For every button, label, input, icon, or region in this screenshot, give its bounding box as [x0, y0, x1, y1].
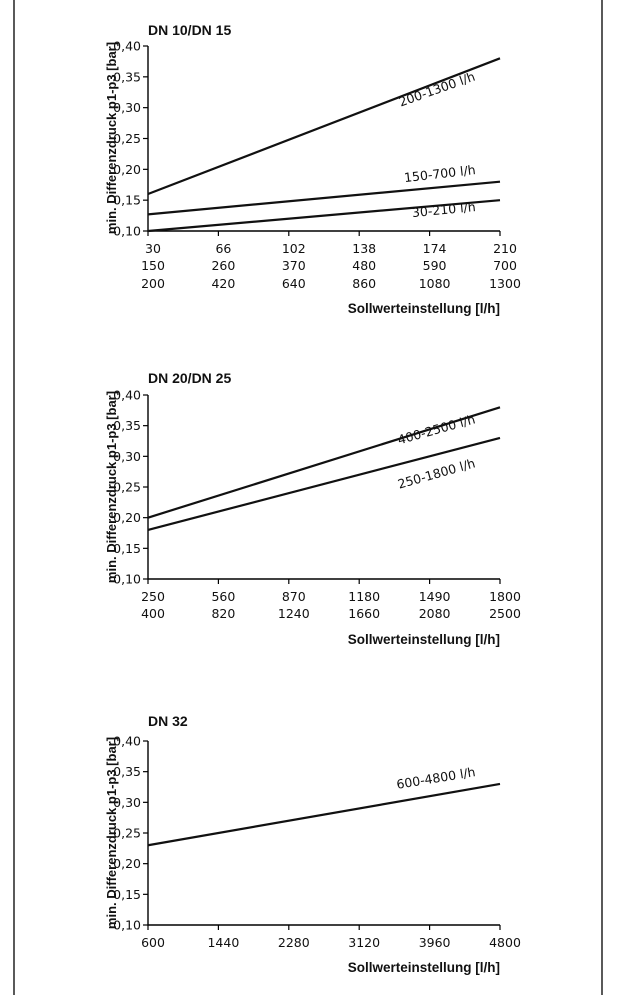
x-tick-label: 200 [141, 276, 165, 291]
y-axis-label: min. Differenzdruck p1-p3 [bar] [104, 391, 119, 583]
chart-title: DN 20/DN 25 [148, 370, 231, 386]
x-tick-label: 3960 [419, 935, 451, 950]
x-tick-label: 2500 [489, 606, 521, 621]
y-tick-label: 0,35 [113, 764, 141, 779]
x-axis-label: Sollwerteinstellung [l/h] [348, 960, 500, 975]
y-tick-label: 0,10 [113, 572, 141, 587]
x-tick-label: 30 [145, 241, 161, 256]
series-line [147, 199, 501, 233]
x-tick-label: 210 [493, 241, 517, 256]
y-tick-label: 0,10 [113, 918, 141, 933]
y-tick-label: 0,30 [113, 100, 141, 115]
x-tick-label: 370 [282, 258, 306, 273]
series-line [147, 406, 501, 519]
x-tick-label: 600 [141, 935, 165, 950]
x-axis-label: Sollwerteinstellung [l/h] [348, 632, 500, 647]
y-tick-label: 0,15 [113, 541, 141, 556]
x-tick-label: 4800 [489, 935, 521, 950]
x-tick-label: 250 [141, 589, 165, 604]
chart-title: DN 32 [148, 713, 188, 729]
x-tick-label: 138 [352, 241, 376, 256]
x-tick-label: 870 [282, 589, 306, 604]
x-tick-label: 150 [141, 258, 165, 273]
x-tick-label: 2280 [278, 935, 310, 950]
series-label: 30-210 l/h [411, 199, 476, 220]
x-tick-label: 1490 [419, 589, 451, 604]
y-tick-label: 0,15 [113, 193, 141, 208]
x-tick-label: 174 [423, 241, 447, 256]
x-tick-label: 560 [211, 589, 235, 604]
y-tick-label: 0,20 [113, 162, 141, 177]
x-tick-label: 1660 [348, 606, 380, 621]
y-tick-label: 0,20 [113, 856, 141, 871]
charts: DN 10/DN 15 min. Differenzdruck p1-p3 [ba… [104, 22, 521, 975]
x-tick-label: 820 [211, 606, 235, 621]
x-axis-label: Sollwerteinstellung [l/h] [348, 301, 500, 316]
series-label: 150-700 l/h [403, 162, 476, 185]
series-label: 600-4800 l/h [395, 764, 476, 792]
y-tick-label: 0,20 [113, 510, 141, 525]
x-tick-label: 1440 [207, 935, 239, 950]
x-tick-label: 3120 [348, 935, 380, 950]
y-tick-label: 0,40 [113, 734, 141, 749]
chart-2: DN 20/DN 25 min. Differenzdruck p1-p3 [ba… [104, 370, 521, 647]
chart-3: DN 32 min. Differenzdruck p1-p3 [bar]0,10… [104, 713, 521, 975]
y-tick-label: 0,30 [113, 449, 141, 464]
y-tick-label: 0,15 [113, 887, 141, 902]
x-tick-label: 420 [211, 276, 235, 291]
series-label: 200-1300 l/h [397, 69, 477, 110]
x-tick-label: 400 [141, 606, 165, 621]
x-tick-label: 102 [282, 241, 306, 256]
y-axis-label: min. Differenzdruck p1-p3 [bar] [104, 42, 119, 234]
y-tick-label: 0,25 [113, 826, 141, 841]
x-tick-label: 1240 [278, 606, 310, 621]
x-tick-label: 66 [215, 241, 231, 256]
chart-1: DN 10/DN 15 min. Differenzdruck p1-p3 [ba… [104, 22, 521, 316]
y-tick-label: 0,40 [113, 388, 141, 403]
chart-title: DN 10/DN 15 [148, 22, 231, 38]
series-line [147, 782, 501, 847]
y-tick-label: 0,30 [113, 795, 141, 810]
y-tick-label: 0,40 [113, 39, 141, 54]
y-tick-label: 0,25 [113, 480, 141, 495]
x-tick-label: 1800 [489, 589, 521, 604]
series-label: 400-2500 l/h [396, 411, 477, 447]
x-tick-label: 1300 [489, 276, 521, 291]
y-axis-label: min. Differenzdruck p1-p3 [bar] [104, 737, 119, 929]
series-line [147, 180, 501, 216]
x-tick-label: 1080 [419, 276, 451, 291]
x-tick-label: 480 [352, 258, 376, 273]
y-tick-label: 0,35 [113, 69, 141, 84]
series-line [147, 436, 501, 531]
y-tick-label: 0,10 [113, 224, 141, 239]
x-tick-label: 700 [493, 258, 517, 273]
x-tick-label: 640 [282, 276, 306, 291]
y-tick-label: 0,25 [113, 131, 141, 146]
x-tick-label: 860 [352, 276, 376, 291]
x-tick-label: 590 [423, 258, 447, 273]
x-tick-label: 260 [211, 258, 235, 273]
series-line [147, 57, 501, 196]
x-tick-label: 2080 [419, 606, 451, 621]
y-tick-label: 0,35 [113, 418, 141, 433]
x-tick-label: 1180 [348, 589, 380, 604]
